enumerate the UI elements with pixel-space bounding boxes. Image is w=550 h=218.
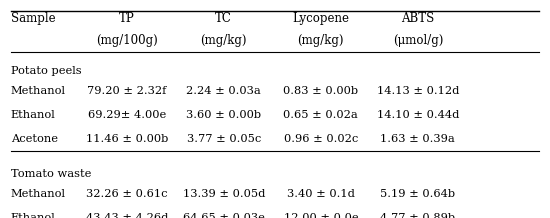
Text: Ethanol: Ethanol [11,213,56,218]
Text: 14.10 ± 0.44d: 14.10 ± 0.44d [377,110,459,120]
Text: 64.65 ± 0.03e: 64.65 ± 0.03e [183,213,265,218]
Text: 12.00 ± 0.0e: 12.00 ± 0.0e [283,213,358,218]
Text: 79.20 ± 2.32f: 79.20 ± 2.32f [87,87,167,96]
Text: 3.77 ± 0.05c: 3.77 ± 0.05c [186,134,261,144]
Text: (mg/100g): (mg/100g) [96,34,158,47]
Text: TC: TC [216,12,232,25]
Text: TP: TP [119,12,135,25]
Text: (μmol/g): (μmol/g) [393,34,443,47]
Text: 14.13 ± 0.12d: 14.13 ± 0.12d [377,87,459,96]
Text: Methanol: Methanol [11,189,66,199]
Text: 2.24 ± 0.03a: 2.24 ± 0.03a [186,87,261,96]
Text: 69.29± 4.00e: 69.29± 4.00e [87,110,166,120]
Text: 3.40 ± 0.1d: 3.40 ± 0.1d [287,189,355,199]
Text: Potato peels: Potato peels [11,66,81,76]
Text: Methanol: Methanol [11,87,66,96]
Text: 32.26 ± 0.61c: 32.26 ± 0.61c [86,189,168,199]
Text: 13.39 ± 0.05d: 13.39 ± 0.05d [183,189,265,199]
Text: 0.65 ± 0.02a: 0.65 ± 0.02a [283,110,358,120]
Text: 43.43 ± 4.26d: 43.43 ± 4.26d [86,213,168,218]
Text: (mg/kg): (mg/kg) [298,34,344,47]
Text: Tomato waste: Tomato waste [11,169,91,179]
Text: 0.96 ± 0.02c: 0.96 ± 0.02c [284,134,358,144]
Text: Lycopene: Lycopene [292,12,349,25]
Text: Acetone: Acetone [11,134,58,144]
Text: 3.60 ± 0.00b: 3.60 ± 0.00b [186,110,261,120]
Text: 0.83 ± 0.00b: 0.83 ± 0.00b [283,87,359,96]
Text: ABTS: ABTS [401,12,434,25]
Text: 5.19 ± 0.64b: 5.19 ± 0.64b [380,189,455,199]
Text: 1.63 ± 0.39a: 1.63 ± 0.39a [381,134,455,144]
Text: Sample: Sample [11,12,56,25]
Text: 11.46 ± 0.00b: 11.46 ± 0.00b [86,134,168,144]
Text: (mg/kg): (mg/kg) [201,34,247,47]
Text: 4.77 ± 0.89b: 4.77 ± 0.89b [380,213,455,218]
Text: Ethanol: Ethanol [11,110,56,120]
